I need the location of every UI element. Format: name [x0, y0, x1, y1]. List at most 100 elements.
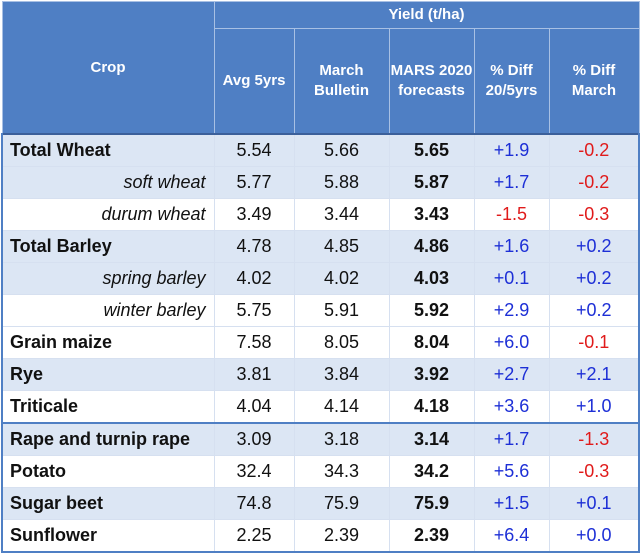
table-row: Grain maize 7.58 8.05 8.04 +6.0 -0.1 — [1, 326, 640, 359]
diff-march-value: +0.2 — [548, 262, 640, 295]
mars-2020-header: MARS 2020 forecasts — [388, 28, 475, 135]
crop-name: Total Wheat — [1, 133, 215, 167]
diff-20-5yrs-value: +6.0 — [473, 326, 550, 359]
diff-march-value: +2.1 — [548, 358, 640, 391]
crop-name: Sugar beet — [1, 487, 215, 520]
diff-20-5yrs-value: +3.6 — [473, 390, 550, 424]
mars-forecast-value: 5.92 — [388, 294, 475, 327]
march-bulletin-value: 2.39 — [293, 519, 390, 553]
diff-march-value: +0.1 — [548, 487, 640, 520]
mars-forecast-value: 2.39 — [388, 519, 475, 553]
crop-column-header: Crop — [1, 1, 215, 135]
diff-march-header: % Diff March — [548, 28, 640, 135]
avg-5yrs-value: 5.75 — [213, 294, 295, 327]
march-bulletin-value: 4.14 — [293, 390, 390, 424]
mars-forecast-value: 5.65 — [388, 133, 475, 167]
diff-20-5yrs-value: +1.7 — [473, 166, 550, 199]
avg-5yrs-value: 3.09 — [213, 422, 295, 456]
table-row: spring barley 4.02 4.02 4.03 +0.1 +0.2 — [1, 262, 640, 295]
avg-5yrs-value: 7.58 — [213, 326, 295, 359]
march-bulletin-value: 3.18 — [293, 422, 390, 456]
diff-20-5yrs-header: % Diff 20/5yrs — [473, 28, 550, 135]
avg-5yrs-value: 4.04 — [213, 390, 295, 424]
diff-march-value: -0.3 — [548, 198, 640, 231]
mars-forecast-value: 5.87 — [388, 166, 475, 199]
crop-name: Total Barley — [1, 230, 215, 263]
march-bulletin-value: 4.02 — [293, 262, 390, 295]
march-bulletin-value: 4.85 — [293, 230, 390, 263]
crop-name: durum wheat — [1, 198, 215, 231]
diff-20-5yrs-value: +5.6 — [473, 455, 550, 488]
table-row: Rye 3.81 3.84 3.92 +2.7 +2.1 — [1, 358, 640, 391]
table-row: Total Barley 4.78 4.85 4.86 +1.6 +0.2 — [1, 230, 640, 263]
avg-5yrs-value: 4.78 — [213, 230, 295, 263]
diff-march-value: +0.0 — [548, 519, 640, 553]
diff-20-5yrs-value: +1.9 — [473, 133, 550, 167]
march-bulletin-value: 5.88 — [293, 166, 390, 199]
mars-forecast-value: 75.9 — [388, 487, 475, 520]
diff-20-5yrs-value: -1.5 — [473, 198, 550, 231]
yield-group-header: Yield (t/ha) — [213, 1, 640, 29]
diff-20-5yrs-value: +6.4 — [473, 519, 550, 553]
diff-20-5yrs-value: +0.1 — [473, 262, 550, 295]
diff-march-value: -0.2 — [548, 133, 640, 167]
diff-march-value: -0.3 — [548, 455, 640, 488]
table-row: Sugar beet 74.8 75.9 75.9 +1.5 +0.1 — [1, 487, 640, 520]
diff-20-5yrs-value: +2.7 — [473, 358, 550, 391]
crop-name: Rye — [1, 358, 215, 391]
march-bulletin-value: 5.91 — [293, 294, 390, 327]
table-row: durum wheat 3.49 3.44 3.43 -1.5 -0.3 — [1, 198, 640, 231]
march-bulletin-value: 3.84 — [293, 358, 390, 391]
march-bulletin-value: 75.9 — [293, 487, 390, 520]
mars-forecast-value: 4.03 — [388, 262, 475, 295]
mars-forecast-value: 4.86 — [388, 230, 475, 263]
diff-march-value: -0.1 — [548, 326, 640, 359]
crop-name: Grain maize — [1, 326, 215, 359]
crop-name: Triticale — [1, 390, 215, 424]
table-row: winter barley 5.75 5.91 5.92 +2.9 +0.2 — [1, 294, 640, 327]
crop-name: Rape and turnip rape — [1, 422, 215, 456]
march-bulletin-value: 3.44 — [293, 198, 390, 231]
avg-5yrs-value: 5.54 — [213, 133, 295, 167]
march-bulletin-value: 8.05 — [293, 326, 390, 359]
mars-forecast-value: 34.2 — [388, 455, 475, 488]
table-row: Sunflower 2.25 2.39 2.39 +6.4 +0.0 — [1, 519, 640, 553]
diff-march-value: -0.2 — [548, 166, 640, 199]
avg-5yrs-value: 4.02 — [213, 262, 295, 295]
diff-march-value: +0.2 — [548, 294, 640, 327]
mars-forecast-value: 4.18 — [388, 390, 475, 424]
mars-forecast-value: 3.92 — [388, 358, 475, 391]
crop-name: soft wheat — [1, 166, 215, 199]
march-bulletin-value: 5.66 — [293, 133, 390, 167]
mars-forecast-value: 8.04 — [388, 326, 475, 359]
avg-5yrs-value: 2.25 — [213, 519, 295, 553]
avg-5yrs-header: Avg 5yrs — [213, 28, 295, 135]
march-bulletin-value: 34.3 — [293, 455, 390, 488]
march-bulletin-header: March Bulletin — [293, 28, 390, 135]
diff-20-5yrs-value: +1.7 — [473, 422, 550, 456]
mars-forecast-value: 3.43 — [388, 198, 475, 231]
diff-20-5yrs-value: +1.6 — [473, 230, 550, 263]
mars-forecast-value: 3.14 — [388, 422, 475, 456]
diff-20-5yrs-value: +2.9 — [473, 294, 550, 327]
diff-march-value: +0.2 — [548, 230, 640, 263]
diff-march-value: -1.3 — [548, 422, 640, 456]
diff-march-value: +1.0 — [548, 390, 640, 424]
diff-20-5yrs-value: +1.5 — [473, 487, 550, 520]
avg-5yrs-value: 3.49 — [213, 198, 295, 231]
crop-name: spring barley — [1, 262, 215, 295]
avg-5yrs-value: 3.81 — [213, 358, 295, 391]
table-row: Potato 32.4 34.3 34.2 +5.6 -0.3 — [1, 455, 640, 488]
table-row: soft wheat 5.77 5.88 5.87 +1.7 -0.2 — [1, 166, 640, 199]
table-row: Total Wheat 5.54 5.66 5.65 +1.9 -0.2 — [1, 133, 640, 167]
table-body: Total Wheat 5.54 5.66 5.65 +1.9 -0.2 soft whea… — [1, 133, 640, 553]
crop-name: Sunflower — [1, 519, 215, 553]
avg-5yrs-value: 74.8 — [213, 487, 295, 520]
table-row: Rape and turnip rape 3.09 3.18 3.14 +1.7 -1.3 — [1, 422, 640, 456]
avg-5yrs-value: 5.77 — [213, 166, 295, 199]
crop-name: Potato — [1, 455, 215, 488]
table-row: Triticale 4.04 4.14 4.18 +3.6 +1.0 — [1, 390, 640, 424]
crop-name: winter barley — [1, 294, 215, 327]
